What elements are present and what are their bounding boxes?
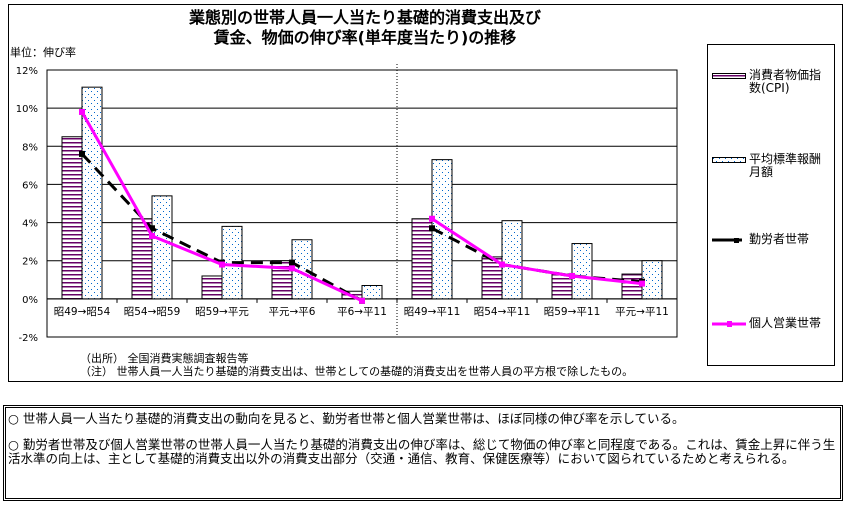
point-worker	[289, 259, 295, 266]
point-self-employed	[429, 215, 435, 222]
y-tick-label: 12%	[16, 66, 38, 77]
chart-frame	[8, 4, 843, 382]
y-tick-label: 10%	[16, 104, 38, 115]
legend-label-self-employed: 個人営業世帯	[749, 316, 822, 330]
y-tick-label: 2%	[22, 257, 38, 268]
title-line-2: 賃金、物価の伸び率(単年度当たり)の推移	[213, 28, 517, 47]
legend-swatch-worker	[712, 238, 742, 243]
source-note: （出所） 全国消費実態調査報告等	[80, 352, 249, 365]
x-tick-label: 平元→平6	[269, 306, 316, 318]
legend: 消費者物価指数(CPI) 平均標準報酬月額 勤労者世帯 個人営業世帯	[707, 44, 835, 366]
y-tick-label: 8%	[22, 142, 38, 153]
commentary-paragraph-1: ○ 世帯人員一人当たり基礎的消費支出の動向を見ると、勤労者世帯と個人営業世帯は、…	[8, 411, 685, 426]
x-tick-label: 昭49→平11	[404, 306, 461, 318]
legend-swatch-self-employed	[712, 321, 746, 327]
bar-wage	[361, 285, 383, 300]
point-worker	[429, 225, 435, 232]
bar-wage	[571, 243, 593, 300]
y-tick-label: 0%	[22, 295, 38, 306]
point-self-employed	[289, 265, 295, 272]
x-tick-label: 平6→平11	[337, 306, 387, 318]
legend-label-cpi: 消費者物価指数(CPI)	[749, 68, 822, 95]
chart-title: 業態別の世帯人員一人当たり基礎的消費支出及び 賃金、物価の伸び率(単年度当たり)…	[150, 8, 580, 48]
point-self-employed	[149, 232, 155, 239]
y-tick-label: 6%	[22, 180, 38, 191]
point-worker	[149, 225, 155, 232]
chart-notes: （出所） 全国消費実態調査報告等 （注） 世帯人員一人当たり基礎的消費支出は、世…	[80, 352, 633, 378]
legend-item-wage: 平均標準報酬月額	[712, 153, 829, 179]
title-line-1: 業態別の世帯人員一人当たり基礎的消費支出及び	[188, 8, 541, 27]
x-tick-label: 平元→平11	[615, 306, 669, 318]
line-self-employed	[431, 217, 643, 286]
bar-wage	[151, 195, 173, 300]
point-self-employed	[639, 280, 645, 287]
bar-cpi	[61, 136, 83, 300]
legend-item-self-employed: 個人営業世帯	[712, 317, 821, 330]
legend-label-worker: 勤労者世帯	[749, 232, 810, 246]
point-worker	[79, 150, 85, 157]
point-self-employed	[359, 297, 365, 304]
y-axis-unit-label: 単位：伸び率	[10, 46, 76, 59]
x-tick-label: 昭59→平元	[195, 306, 249, 318]
legend-item-cpi: 消費者物価指数(CPI)	[712, 69, 829, 95]
bar-cpi	[201, 275, 223, 300]
bar-wage	[501, 220, 523, 300]
point-self-employed	[569, 272, 575, 279]
x-tick-label: 昭59→平11	[544, 306, 601, 318]
x-tick-label: 昭54→平11	[474, 306, 531, 318]
point-self-employed	[79, 108, 85, 115]
x-tick-label: 昭49→昭54	[54, 306, 111, 318]
y-tick-label: -2%	[19, 333, 38, 344]
legend-item-worker: 勤労者世帯	[712, 233, 809, 246]
x-tick-label: 昭54→昭59	[124, 306, 181, 318]
commentary-box: ○ 世帯人員一人当たり基礎的消費支出の動向を見ると、勤労者世帯と個人営業世帯は、…	[3, 405, 843, 501]
commentary-paragraph-2: ○ 勤労者世帯及び個人営業世帯の世帯人員一人当たり基礎的消費支出の伸び率は、総じ…	[8, 437, 836, 466]
footnote: （注） 世帯人員一人当たり基礎的消費支出は、世帯としての基礎的消費支出を世帯人員…	[80, 365, 634, 378]
legend-swatch-cpi	[712, 73, 746, 79]
legend-swatch-wage	[712, 157, 746, 163]
point-self-employed	[219, 261, 225, 268]
plot-area: -2% 0% 2% 4% 6% 8% 10% 12% 昭49→昭54 昭54→昭59 昭59→平元 平…	[16, 64, 678, 344]
point-self-employed	[499, 261, 505, 268]
legend-label-wage: 平均標準報酬月額	[749, 152, 822, 179]
y-tick-label: 4%	[22, 219, 38, 230]
